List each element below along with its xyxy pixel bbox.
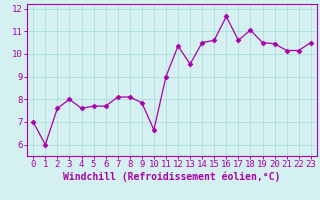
- X-axis label: Windchill (Refroidissement éolien,°C): Windchill (Refroidissement éolien,°C): [63, 172, 281, 182]
